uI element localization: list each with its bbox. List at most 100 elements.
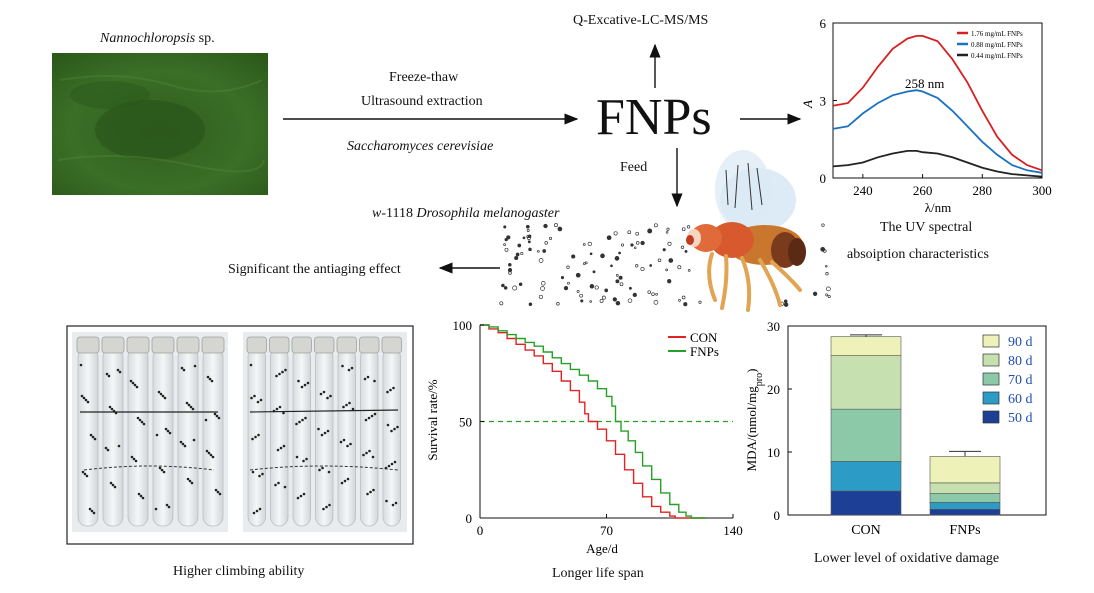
fly-dot (167, 505, 171, 509)
food-particle (666, 227, 670, 231)
fly-dot (390, 429, 393, 433)
food-particle (627, 230, 632, 235)
fly-dot (372, 488, 375, 492)
fly-dot (305, 457, 308, 461)
mda-error-bar (949, 450, 981, 457)
uv-peak-annotation: 258 nm (905, 76, 944, 91)
food-particle (687, 269, 691, 272)
fly-dot (328, 503, 331, 507)
vial-cap (176, 336, 200, 354)
fly-dot (211, 455, 215, 459)
vial-cap (314, 336, 335, 354)
food-particle (698, 300, 702, 304)
fly-dot (186, 477, 190, 481)
food-particle (633, 246, 637, 249)
food-particle (604, 288, 609, 293)
fly-dot (386, 390, 389, 394)
fly-dot (218, 492, 222, 496)
vial (315, 347, 334, 527)
fly-dot (84, 398, 88, 402)
fly-dot (213, 412, 217, 416)
fly-dot (258, 474, 261, 478)
process-step-freeze: Freeze-thaw (389, 70, 459, 85)
food-particle (526, 229, 530, 232)
climbing-assay-photo (66, 325, 414, 545)
fly-dot (348, 401, 351, 405)
fly-dot (326, 396, 329, 400)
fly-dot (256, 400, 260, 404)
mda-bar-segment (830, 490, 902, 516)
fly-dot (318, 468, 321, 472)
food-particle (504, 247, 509, 252)
food-particle (503, 286, 508, 290)
fly-dot (217, 416, 221, 420)
food-particle (541, 281, 546, 286)
fly-dot (350, 366, 354, 370)
food-particle (538, 294, 543, 299)
fly-dot (253, 394, 256, 398)
fly-dot (296, 496, 300, 500)
fly-dot (387, 464, 391, 468)
fly-dot (158, 466, 162, 470)
fly-dot (259, 398, 263, 402)
food-particle (582, 243, 586, 246)
fly-dot (301, 418, 304, 422)
fly-dot (180, 366, 184, 370)
food-particles (499, 223, 831, 307)
fly-dot (363, 377, 367, 381)
survival-x-axis-label: Age/d (586, 541, 618, 556)
vial-cap (269, 336, 290, 354)
fly-dot (255, 509, 259, 513)
fly-dot (138, 418, 142, 422)
survival-legend-label: CON (690, 330, 718, 345)
fly-dot (134, 459, 138, 463)
fly-dot (275, 407, 279, 411)
food-particle (606, 235, 612, 241)
vial-cap (336, 336, 357, 354)
food-particle (548, 236, 553, 240)
vial-cap (151, 336, 175, 354)
fly-dot (190, 481, 194, 485)
fly-dot (185, 401, 189, 405)
food-particle (619, 282, 624, 287)
mda-legend-label: 90 d (1008, 335, 1033, 350)
fly-dot (208, 377, 212, 381)
vial-cap (359, 336, 380, 354)
drosophila-label: w-1118 Drosophila melanogaster (372, 206, 560, 221)
food-particle (571, 254, 576, 259)
fly-dot (82, 396, 86, 400)
fly-dot (183, 444, 187, 448)
uv-x-tick-label: 240 (853, 183, 873, 198)
survival-series-line-1 (480, 324, 706, 519)
food-particle (630, 243, 634, 247)
food-particle (506, 235, 511, 240)
survival-x-tick-label: 0 (477, 523, 484, 538)
fly-dot (155, 433, 159, 437)
food-particle (615, 274, 619, 277)
food-particle (783, 299, 788, 304)
mda-bar-segment (830, 461, 902, 492)
fly-dot (251, 470, 255, 474)
fly-dot (141, 496, 145, 500)
food-particle (503, 225, 507, 229)
food-particle (514, 255, 519, 261)
food-particle (542, 249, 547, 253)
fly-dot (306, 381, 310, 385)
food-particle (592, 270, 596, 274)
fly-dot (295, 455, 299, 459)
food-particle (587, 241, 592, 247)
fly-dot (106, 448, 110, 452)
fly-dot (323, 431, 327, 435)
fly-dot (165, 503, 169, 507)
food-particle (563, 285, 569, 291)
fly-dot (317, 427, 320, 431)
food-particle (620, 243, 625, 247)
food-particle (557, 226, 563, 232)
food-particle (618, 275, 623, 280)
fly-dot (345, 403, 348, 407)
fly-dot (93, 437, 97, 441)
fly-dot (159, 392, 163, 396)
food-particle (567, 281, 570, 285)
food-particle (651, 292, 655, 296)
